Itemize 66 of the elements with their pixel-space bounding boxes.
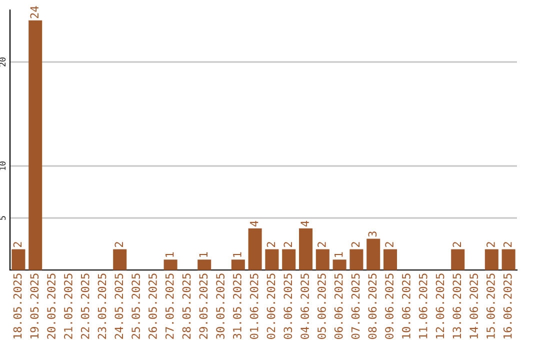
data-label: 2 — [503, 242, 512, 247]
x-tick-label: 20.05.2025 — [47, 274, 56, 339]
x-tick-label: 07.06.2025 — [351, 274, 360, 339]
bar — [298, 228, 313, 270]
x-tick-label: 03.06.2025 — [284, 274, 292, 339]
x-tick-label: 02.06.2025 — [266, 274, 276, 339]
x-tick-label: 31.05.2025 — [233, 274, 242, 339]
data-label: 4 — [250, 220, 258, 226]
data-label: 1 — [233, 252, 242, 257]
bar — [113, 249, 127, 270]
data-label: 2 — [13, 242, 22, 247]
bar — [366, 238, 380, 270]
bar — [28, 20, 42, 270]
x-tick-label: 29.05.2025 — [199, 274, 208, 339]
data-label: 2 — [351, 242, 360, 247]
data-label: 2 — [284, 242, 292, 247]
bar — [231, 260, 245, 270]
bar — [164, 260, 178, 270]
data-label: 2 — [486, 242, 495, 247]
data-label: 2 — [452, 242, 461, 247]
x-tick-label: 01.06.2025 — [250, 274, 258, 339]
bar — [383, 249, 398, 270]
x-tick-label: 09.06.2025 — [385, 274, 394, 339]
bar — [316, 249, 330, 270]
x-tick-label: 19.05.2025 — [30, 274, 39, 338]
x-tick-label: 15.06.2025 — [486, 274, 495, 338]
x-tick-label: 22.05.2025 — [80, 274, 90, 339]
x-tick-label: 30.05.2025 — [216, 274, 225, 339]
data-label: 2 — [114, 242, 123, 247]
bar — [12, 249, 26, 270]
x-tick-label: 21.05.2025 — [64, 274, 72, 339]
data-label: 3 — [368, 232, 377, 237]
x-tick-label: 14.06.2025 — [470, 274, 478, 338]
x-tick-label: 18.05.2025 — [13, 274, 22, 338]
data-label: 2 — [266, 242, 276, 247]
bar — [502, 249, 516, 270]
data-label: 4 — [300, 220, 309, 226]
bar — [198, 260, 212, 270]
bar — [350, 249, 364, 270]
data-label: 1 — [334, 252, 343, 257]
bar — [451, 249, 465, 270]
x-tick-label: 27.05.2025 — [165, 274, 174, 339]
x-tick-label: 26.05.2025 — [148, 274, 157, 339]
x-tick-label: 10.06.2025 — [402, 274, 410, 338]
data-label: 1 — [199, 252, 208, 257]
bar — [282, 249, 296, 270]
data-label: 1 — [166, 252, 174, 257]
x-tick-label: 08.06.2025 — [368, 274, 377, 339]
x-tick-label: 16.06.2025 — [503, 274, 512, 338]
x-tick-label: 13.06.2025 — [452, 274, 462, 338]
x-tick-label: 06.06.2025 — [334, 274, 343, 339]
x-tick-label: 28.05.2025 — [182, 274, 191, 339]
x-tick-label: 05.06.2025 — [318, 274, 326, 339]
bar — [265, 249, 279, 270]
x-tick-label: 25.05.2025 — [132, 274, 140, 339]
x-tick-label: 04.06.2025 — [300, 274, 310, 339]
data-label: 2 — [385, 242, 394, 247]
bar — [484, 249, 498, 270]
x-tick-label: 12.06.2025 — [436, 274, 444, 338]
x-tick-label: 11.06.2025 — [418, 274, 428, 338]
bar — [332, 260, 346, 270]
data-label: 24 — [30, 6, 38, 18]
bar — [248, 228, 262, 270]
x-tick-label: 23.05.2025 — [98, 274, 106, 339]
x-tick-label: 24.05.2025 — [114, 274, 124, 339]
data-label: 2 — [318, 242, 326, 247]
